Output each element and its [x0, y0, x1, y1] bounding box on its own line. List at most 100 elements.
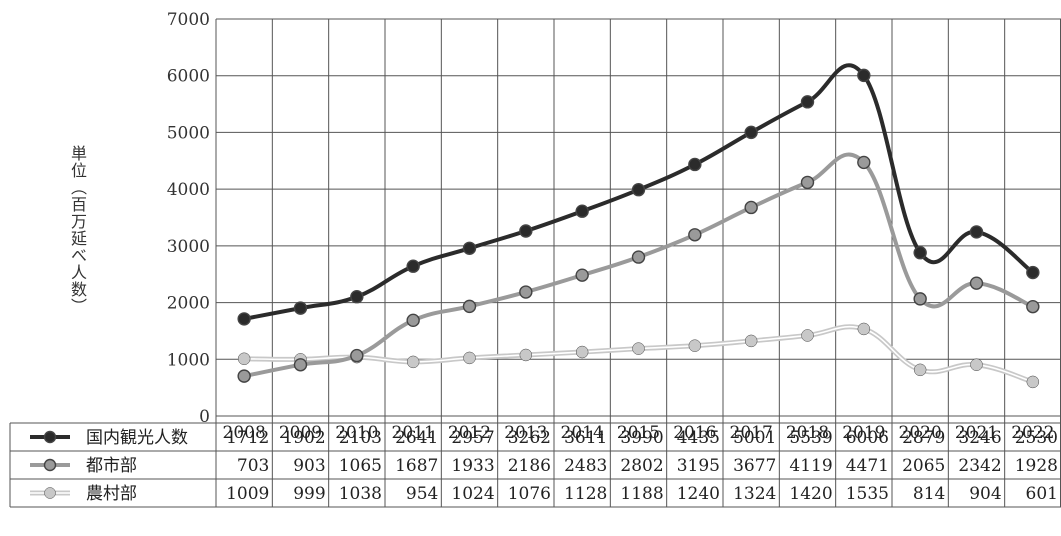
data-point	[462, 299, 477, 314]
data-point	[857, 68, 871, 83]
data-point	[800, 175, 815, 190]
table-cell: 1024	[451, 484, 494, 504]
table-cell: 3611	[564, 428, 607, 448]
data-point	[970, 358, 983, 371]
table-cell: 814	[913, 484, 945, 504]
x-category-label: 2008	[223, 423, 266, 443]
data-point	[519, 224, 533, 238]
table-cell: 1933	[451, 456, 494, 476]
data-point	[857, 155, 871, 170]
data-point	[688, 157, 702, 172]
y-tick-label: 7000	[167, 10, 210, 30]
table-cell: 1687	[395, 456, 438, 476]
data-point	[857, 322, 871, 336]
data-point	[801, 329, 814, 342]
data-point	[519, 285, 533, 299]
table-cell: 2065	[902, 456, 945, 476]
table-row: 農村部 1009 999 1038 954 1024 1076 1128 1188 1240 132…	[30, 484, 1058, 504]
table-cell: 3990	[620, 428, 663, 448]
x-category-label: 2018	[786, 423, 829, 443]
data-point	[744, 125, 758, 140]
legend-swatch-marker	[43, 458, 57, 472]
series-name: 国内観光人数	[86, 428, 188, 448]
data-point	[293, 358, 308, 372]
table-cell: 1188	[620, 484, 663, 504]
y-tick-label: 5000	[167, 123, 210, 143]
table-cell: 601	[1026, 484, 1058, 504]
table-cell: 2957	[451, 428, 494, 448]
data-point	[744, 334, 758, 348]
x-category-label: 2013	[504, 423, 547, 443]
data-point	[575, 204, 589, 218]
y-tick-label: 3000	[167, 237, 210, 257]
series-group	[237, 63, 1040, 326]
table-cell: 703	[237, 456, 269, 476]
data-point	[913, 246, 927, 260]
table-cell: 2879	[902, 428, 945, 448]
table-cell: 5001	[733, 428, 776, 448]
table-cell: 1324	[733, 484, 776, 504]
series-line	[243, 63, 1035, 321]
table-cell: 2342	[958, 456, 1001, 476]
y-tick-label: 4000	[167, 180, 210, 200]
data-point	[1026, 265, 1040, 280]
data-point	[913, 292, 927, 306]
x-category-label: 2015	[617, 423, 660, 443]
x-category-labels: 2008 2009 2010 2011 2012 2013 2014 2015 2016 2017…	[223, 423, 1055, 443]
data-point	[237, 312, 251, 326]
table-cell: 2186	[508, 456, 551, 476]
data-table: 国内観光人数 1712 1902 2103 2641 2957 3262 3611 3990 44…	[9, 19, 1061, 508]
series-lines	[237, 63, 1040, 389]
legend-swatch-marker	[44, 487, 56, 499]
x-category-label: 2020	[899, 423, 942, 443]
table-cell: 1076	[508, 484, 551, 504]
data-point	[913, 363, 927, 377]
y-tick-label: 6000	[167, 67, 210, 87]
table-cell: 4435	[677, 428, 720, 448]
table-cell: 3677	[733, 456, 776, 476]
data-point	[406, 355, 420, 369]
table-cell: 4119	[789, 456, 832, 476]
x-category-label: 2016	[673, 423, 716, 443]
data-point	[462, 241, 477, 255]
table-cell: 2802	[620, 456, 663, 476]
y-tick-labels: 0 1000 2000 3000 4000 5000 6000 7000	[167, 10, 210, 427]
data-point	[688, 228, 702, 242]
data-point	[631, 250, 646, 264]
table-cell: 1065	[339, 456, 382, 476]
data-point	[463, 351, 476, 365]
data-point	[237, 352, 251, 366]
y-tick-label: 1000	[167, 350, 210, 370]
data-point	[1026, 299, 1040, 314]
table-cell: 2103	[339, 428, 382, 448]
data-point	[350, 290, 364, 304]
table-cell: 3195	[677, 456, 720, 476]
data-point	[237, 369, 251, 383]
series-line	[243, 152, 1034, 379]
series-group	[237, 322, 1040, 389]
x-category-label: 2011	[392, 423, 435, 443]
series-name: 農村部	[86, 484, 137, 504]
table-cell: 2483	[564, 456, 607, 476]
table-cell: 903	[293, 456, 325, 476]
data-point	[969, 276, 984, 290]
table-cell: 3246	[958, 428, 1001, 448]
data-point	[519, 348, 533, 362]
table-cell: 999	[293, 484, 325, 504]
table-cell: 4471	[846, 456, 889, 476]
table-cell: 1038	[339, 484, 382, 504]
series-name: 都市部	[86, 456, 137, 476]
data-point	[350, 348, 364, 363]
y-tick-label: 0	[199, 407, 210, 427]
table-cell: 1712	[226, 428, 269, 448]
data-point	[293, 301, 308, 315]
y-tick-label: 2000	[167, 294, 210, 314]
data-point	[1026, 375, 1040, 389]
table-cell: 1535	[846, 484, 889, 504]
x-category-label: 2017	[730, 423, 773, 443]
table-cell: 3262	[508, 428, 551, 448]
y-axis-label: 単位（百万延べ人数）	[68, 145, 87, 315]
data-point	[969, 225, 984, 239]
table-cell: 1240	[677, 484, 720, 504]
